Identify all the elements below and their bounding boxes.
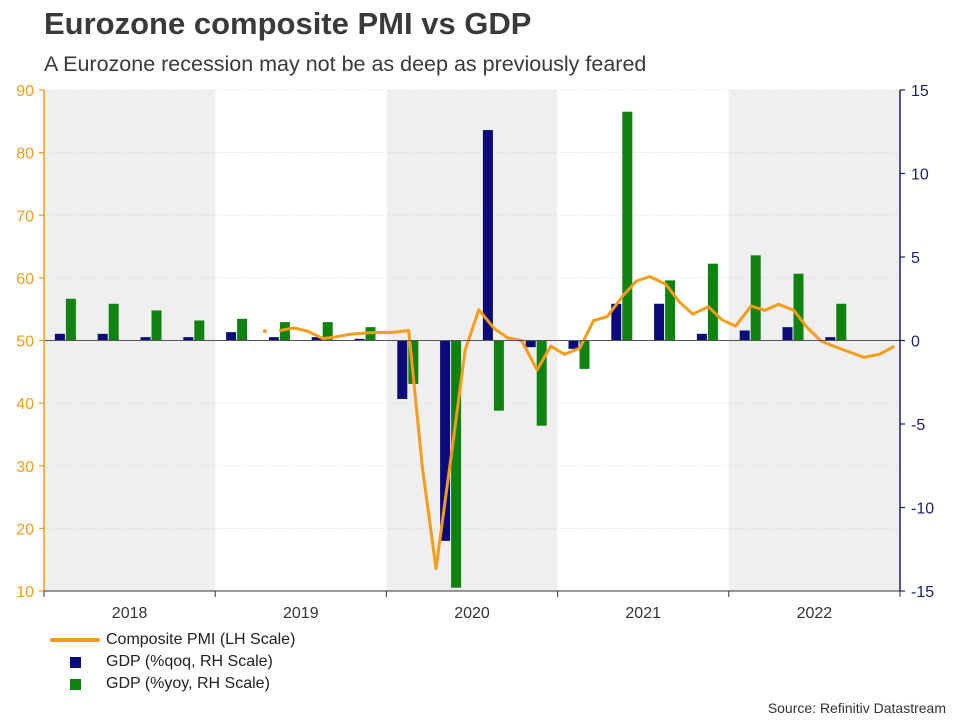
right-tick-label: -10 (911, 501, 934, 518)
axes (39, 89, 905, 597)
bar-yoy-2021Q3 (665, 280, 676, 341)
bar-qoq-2018Q1 (54, 333, 65, 341)
right-tick-label: 10 (911, 167, 929, 184)
legend-swatch-yoy (69, 678, 81, 690)
bar-qoq-2019Q4 (354, 338, 365, 341)
bar-yoy-2018Q4 (194, 320, 205, 341)
bar-yoy-2022Q1 (750, 255, 761, 341)
chart-subtitle: A Eurozone recession may not be as deep … (44, 52, 647, 76)
pmi-isolated-point (262, 329, 267, 334)
bar-yoy-2019Q2 (279, 322, 290, 341)
bar-yoy-2019Q3 (322, 322, 333, 341)
pmi-line-layer (262, 275, 895, 570)
right-tick-label: -15 (911, 584, 934, 601)
bar-yoy-2018Q2 (108, 303, 119, 341)
source-note: Source: Refinitiv Datastream (767, 700, 946, 716)
legend-label-yoy: GDP (%yoy, RH Scale) (106, 675, 270, 692)
x-tick-label-2020: 2020 (454, 605, 490, 622)
bars (54, 111, 847, 588)
bar-yoy-2022Q3 (836, 303, 847, 341)
bar-yoy-2022Q2 (793, 273, 804, 341)
bar-qoq-2021Q3 (654, 303, 665, 341)
tick-labels: 10 20 30 40 50 60 70 80 90 -15 -10 -5 0 5 10 15 2018 2019… (16, 83, 934, 622)
bar-yoy-2019Q1 (237, 318, 248, 341)
right-tick-label: 0 (911, 334, 920, 351)
left-tick-label: 70 (16, 208, 34, 225)
bar-qoq-2022Q3 (825, 337, 836, 341)
left-tick-label: 80 (16, 146, 34, 163)
bar-yoy-2020Q4 (536, 340, 547, 426)
bar-yoy-2021Q2 (622, 111, 633, 341)
bar-qoq-2020Q3 (482, 130, 493, 341)
bar-qoq-2021Q4 (696, 333, 707, 341)
left-tick-label: 10 (16, 584, 34, 601)
bar-qoq-2019Q3 (311, 337, 322, 341)
bar-yoy-2020Q2 (451, 340, 462, 588)
bar-qoq-2020Q2 (440, 340, 451, 541)
left-tick-label: 40 (16, 396, 34, 413)
bar-yoy-2021Q1 (579, 340, 590, 369)
left-tick-label: 20 (16, 521, 34, 538)
bar-qoq-2020Q4 (525, 340, 536, 348)
left-tick-label: 60 (16, 271, 34, 288)
legend: Composite PMI (LH Scale) GDP (%qoq, RH S… (50, 629, 295, 695)
bar-qoq-2021Q1 (568, 340, 579, 349)
left-tick-label: 50 (16, 334, 34, 351)
x-tick-label-2021: 2021 (625, 605, 661, 622)
legend-swatch-pmi (50, 638, 100, 642)
x-tick-label-2022: 2022 (797, 605, 833, 622)
legend-label-pmi: Composite PMI (LH Scale) (106, 631, 296, 648)
bar-qoq-2021Q2 (611, 303, 622, 341)
bar-qoq-2018Q4 (183, 337, 194, 341)
right-tick-label: 15 (911, 83, 929, 100)
chart-title: Eurozone composite PMI vs GDP (44, 6, 532, 41)
bar-qoq-2022Q2 (782, 327, 793, 341)
legend-item-pmi: Composite PMI (LH Scale) (50, 629, 295, 651)
bar-yoy-2018Q1 (65, 298, 76, 341)
bar-yoy-2018Q3 (151, 310, 162, 341)
bar-qoq-2018Q2 (97, 333, 108, 341)
bar-qoq-2019Q2 (268, 337, 279, 341)
bar-qoq-2020Q1 (397, 340, 408, 399)
bar-yoy-2020Q3 (493, 340, 504, 411)
legend-item-yoy: GDP (%yoy, RH Scale) (50, 673, 295, 695)
right-tick-label: -5 (911, 417, 925, 434)
bar-yoy-2021Q4 (707, 263, 718, 341)
bar-qoq-2022Q1 (739, 330, 750, 341)
right-tick-label: 5 (911, 250, 920, 267)
left-tick-label: 30 (16, 459, 34, 476)
x-tick-label-2018: 2018 (112, 605, 148, 622)
legend-item-qoq: GDP (%qoq, RH Scale) (50, 651, 295, 673)
x-tick-label-2019: 2019 (283, 605, 319, 622)
bar-qoq-2019Q1 (226, 332, 237, 341)
left-tick-label: 90 (16, 83, 34, 100)
legend-label-qoq: GDP (%qoq, RH Scale) (106, 653, 273, 670)
legend-swatch-qoq (69, 656, 81, 668)
bar-qoq-2018Q3 (140, 337, 151, 341)
